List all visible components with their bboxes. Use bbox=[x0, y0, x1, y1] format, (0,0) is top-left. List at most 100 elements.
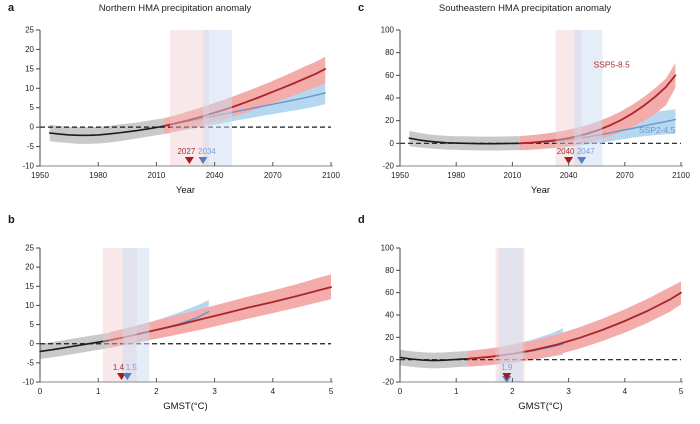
x-tick-label: 1 bbox=[96, 387, 101, 396]
y-tick-label: -20 bbox=[382, 378, 394, 387]
x-tick-label: 1950 bbox=[31, 171, 49, 180]
y-tick-label: 0 bbox=[30, 123, 35, 132]
scenario-label: SSP2-4.5 bbox=[639, 125, 676, 135]
x-tick-label: 2100 bbox=[672, 171, 690, 180]
y-tick-label: 20 bbox=[385, 333, 394, 342]
x-axis-label: Year bbox=[176, 185, 195, 196]
x-tick-label: 1 bbox=[454, 387, 459, 396]
y-tick-label: 100 bbox=[381, 244, 395, 253]
x-tick-label: 2070 bbox=[264, 171, 282, 180]
emergence-window-band bbox=[122, 248, 150, 382]
y-tick-label: 15 bbox=[25, 282, 34, 291]
emergence-marker-label: 2034 bbox=[198, 147, 216, 156]
y-tick-label: -10 bbox=[22, 378, 34, 387]
y-tick-label: 25 bbox=[25, 26, 34, 35]
emergence-marker-triangle-icon bbox=[122, 373, 132, 380]
emergence-marker-label: 2047 bbox=[577, 147, 595, 156]
SSP5-8.5-band bbox=[109, 274, 331, 348]
y-tick-label: 100 bbox=[381, 26, 395, 35]
y-tick-label: 10 bbox=[25, 301, 34, 310]
x-tick-label: 1980 bbox=[89, 171, 107, 180]
y-tick-label: 15 bbox=[25, 64, 34, 73]
emergence-marker-triangle-icon bbox=[577, 157, 587, 164]
y-tick-label: -5 bbox=[27, 358, 35, 367]
x-tick-label: 3 bbox=[212, 387, 217, 396]
y-tick-label: 20 bbox=[25, 45, 34, 54]
historical-band bbox=[49, 118, 165, 144]
x-tick-label: 0 bbox=[38, 387, 43, 396]
x-tick-label: 2070 bbox=[616, 171, 634, 180]
emergence-window-band bbox=[202, 30, 233, 166]
x-tick-label: 2100 bbox=[322, 171, 340, 180]
x-axis-label: GMST(°C) bbox=[163, 401, 207, 412]
y-tick-label: 10 bbox=[25, 84, 34, 93]
x-tick-label: 2010 bbox=[504, 171, 522, 180]
x-tick-label: 0 bbox=[398, 387, 403, 396]
x-tick-label: 2 bbox=[510, 387, 515, 396]
emergence-window-band bbox=[498, 248, 523, 382]
historical-line bbox=[399, 356, 469, 362]
historical-line bbox=[408, 137, 521, 145]
emergence-marker-triangle-icon bbox=[502, 373, 512, 380]
x-tick-label: 1980 bbox=[447, 171, 465, 180]
panel-a: a Northern HMA precipitation anomaly 202… bbox=[0, 0, 350, 212]
historical-band bbox=[400, 349, 468, 369]
panel-b-chart: 1.4 1.5 -10 -5 0 5 10 15 20 25 0 1 2 3 4 5 GMST(°C) bbox=[22, 244, 333, 413]
x-axis-label: GMST(°C) bbox=[518, 401, 562, 412]
panel-d-chart: 1.9 -20 0 20 40 60 80 100 0 1 2 3 4 5 GMST(°C) bbox=[381, 244, 684, 413]
panel-d-letter: d bbox=[358, 214, 365, 226]
y-tick-label: 5 bbox=[30, 320, 35, 329]
panel-d: d 1.9 -20 0 20 40 60 80 100 0 1 2 3 4 5 GMST(°C) bbox=[350, 212, 700, 424]
y-tick-label: 40 bbox=[385, 94, 394, 103]
panel-a-title: Northern HMA precipitation anomaly bbox=[98, 3, 252, 14]
x-axis-label: Year bbox=[531, 185, 550, 196]
scenario-label: SSP5-8.5 bbox=[593, 59, 630, 69]
y-tick-label: 40 bbox=[385, 311, 394, 320]
panel-a-letter: a bbox=[8, 2, 15, 14]
panel-b-letter: b bbox=[8, 214, 15, 226]
emergence-marker-triangle-icon bbox=[184, 157, 194, 164]
y-tick-label: 0 bbox=[390, 355, 395, 364]
x-tick-label: 2040 bbox=[206, 171, 224, 180]
emergence-window-band bbox=[169, 30, 209, 166]
panel-c: c Southeastern HMA precipitation anomaly… bbox=[350, 0, 700, 212]
y-tick-label: 0 bbox=[390, 139, 395, 148]
x-tick-label: 2010 bbox=[148, 171, 166, 180]
y-tick-label: 0 bbox=[30, 339, 35, 348]
y-tick-label: -10 bbox=[22, 162, 34, 171]
x-tick-label: 2 bbox=[154, 387, 159, 396]
y-tick-label: 60 bbox=[385, 288, 394, 297]
y-tick-label: 60 bbox=[385, 71, 394, 80]
panel-b: b 1.4 1.5 -10 -5 0 5 10 15 20 25 0 1 2 3 4 5 GMST(°C) bbox=[0, 212, 350, 424]
emergence-window-band bbox=[574, 30, 603, 166]
panel-c-chart: 2040 2047SSP5-8.5SSP2-4.5-200204060801001… bbox=[381, 26, 691, 197]
emergence-marker-triangle-icon bbox=[116, 373, 126, 380]
emergence-marker-triangle-icon bbox=[198, 157, 208, 164]
y-tick-label: 80 bbox=[385, 266, 394, 275]
y-tick-label: 25 bbox=[25, 244, 34, 253]
y-tick-label: -5 bbox=[27, 142, 35, 151]
emergence-marker-triangle-icon bbox=[564, 157, 574, 164]
emergence-marker-label: 2040 bbox=[557, 147, 575, 156]
emergence-marker-label: 1.5 bbox=[126, 363, 138, 372]
historical-line bbox=[48, 125, 165, 137]
panel-a-chart: 2027 2034 -10 -5 0 5 10 15 20 25 1950 1980 2010 2040 2… bbox=[22, 26, 340, 197]
emergence-marker-label: 1.4 bbox=[113, 363, 125, 372]
panel-c-letter: c bbox=[358, 2, 365, 14]
y-tick-label: 20 bbox=[385, 116, 394, 125]
emergence-marker-label: 2027 bbox=[177, 147, 195, 156]
emergence-marker-label: 1.9 bbox=[501, 363, 513, 372]
x-tick-label: 4 bbox=[271, 387, 276, 396]
historical-line bbox=[39, 339, 111, 353]
x-tick-label: 2040 bbox=[560, 171, 578, 180]
y-tick-label: 5 bbox=[30, 103, 35, 112]
y-tick-label: 80 bbox=[385, 48, 394, 57]
panel-c-title: Southeastern HMA precipitation anomaly bbox=[438, 3, 612, 14]
SSP2-4.5-line bbox=[163, 92, 326, 127]
x-tick-label: 4 bbox=[623, 387, 628, 396]
y-tick-label: -20 bbox=[382, 162, 394, 171]
SSP5-8.5-line bbox=[163, 68, 327, 127]
x-tick-label: 1950 bbox=[391, 171, 409, 180]
y-tick-label: 20 bbox=[25, 263, 34, 272]
